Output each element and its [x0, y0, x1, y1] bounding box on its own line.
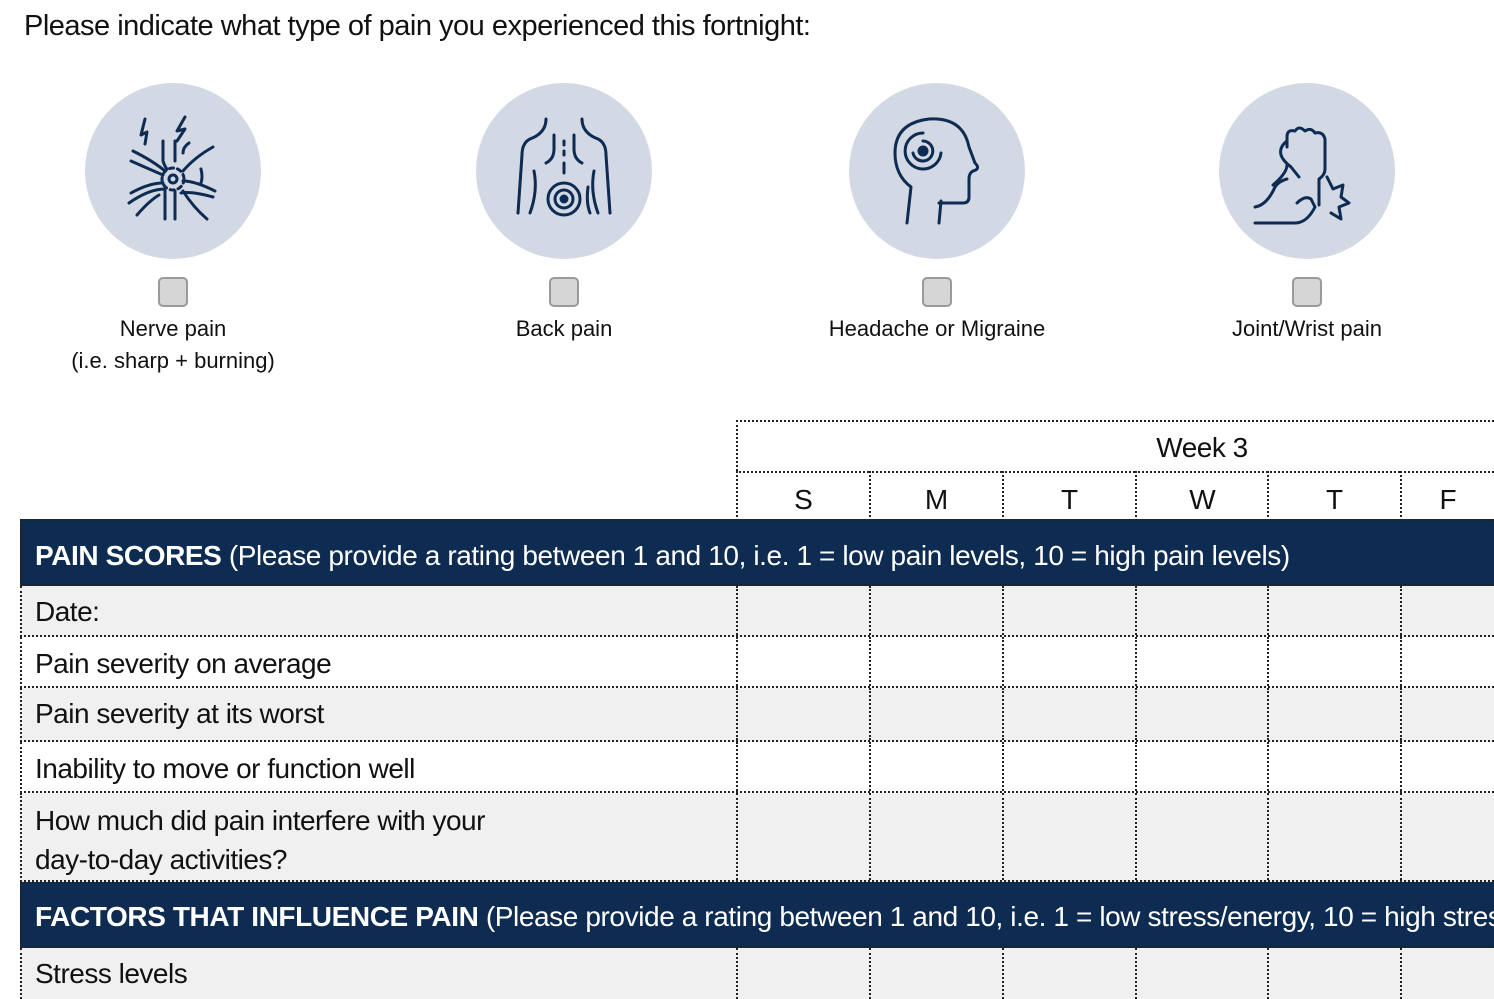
- average-cell-f[interactable]: [1400, 637, 1494, 686]
- date-cell-f[interactable]: [1400, 586, 1494, 635]
- pain-type-joint: Joint/Wrist pain: [1157, 83, 1457, 345]
- worst-cell-m[interactable]: [869, 688, 1002, 740]
- table-row-interfere: How much did pain interfere with your da…: [20, 793, 1494, 882]
- inability-cell-s[interactable]: [736, 742, 869, 791]
- worst-cell-w[interactable]: [1135, 688, 1268, 740]
- day-header-monday: M: [869, 471, 1002, 521]
- pain-type-back: Back pain: [414, 83, 714, 345]
- average-cell-s[interactable]: [736, 637, 869, 686]
- table-row-worst: Pain severity at its worst: [20, 688, 1494, 742]
- interfere-cell-s[interactable]: [736, 793, 869, 880]
- interfere-cell-t[interactable]: [1002, 793, 1135, 880]
- wrist-icon: [1219, 83, 1395, 259]
- nerve-icon: [85, 83, 261, 259]
- average-cell-w[interactable]: [1135, 637, 1268, 686]
- headache-checkbox[interactable]: [922, 277, 952, 307]
- date-cell-th[interactable]: [1267, 586, 1400, 635]
- table-row-inability: Inability to move or function well: [20, 742, 1494, 793]
- joint-pain-checkbox[interactable]: [1292, 277, 1322, 307]
- nerve-pain-label: Nerve pain: [119, 316, 227, 341]
- row-label: Inability to move or function well: [35, 753, 415, 784]
- back-icon: [476, 83, 652, 259]
- date-cell-w[interactable]: [1135, 586, 1268, 635]
- row-label: Date:: [35, 596, 100, 627]
- question-heading: Please indicate what type of pain you ex…: [24, 10, 811, 42]
- row-label-line1: How much did pain interfere with your: [35, 805, 485, 836]
- inability-cell-m[interactable]: [869, 742, 1002, 791]
- day-header-sunday: S: [736, 471, 869, 521]
- row-label: Pain severity on average: [35, 648, 332, 679]
- date-cell-t[interactable]: [1002, 586, 1135, 635]
- week-header: Week 3: [736, 420, 1494, 471]
- inability-cell-th[interactable]: [1267, 742, 1400, 791]
- day-header-wednesday: W: [1135, 471, 1268, 521]
- back-pain-label: Back pain: [515, 316, 613, 341]
- headache-label: Headache or Migraine: [828, 316, 1046, 341]
- inability-cell-f[interactable]: [1400, 742, 1494, 791]
- worst-cell-t[interactable]: [1002, 688, 1135, 740]
- week-label: Week 3: [1156, 432, 1248, 463]
- factors-banner: FACTORS THAT INFLUENCE PAIN (Please prov…: [20, 882, 1494, 948]
- pain-scores-title: PAIN SCORES: [35, 540, 222, 571]
- date-cell-s[interactable]: [736, 586, 869, 635]
- day-header-friday: F: [1400, 471, 1494, 521]
- nerve-pain-sublabel: (i.e. sharp + burning): [71, 348, 275, 373]
- pain-type-nerve: Nerve pain (i.e. sharp + burning): [23, 83, 323, 377]
- average-cell-t[interactable]: [1002, 637, 1135, 686]
- pain-scores-banner: PAIN SCORES (Please provide a rating bet…: [20, 519, 1494, 586]
- table-row-average: Pain severity on average: [20, 637, 1494, 688]
- interfere-cell-m[interactable]: [869, 793, 1002, 880]
- worst-cell-s[interactable]: [736, 688, 869, 740]
- head-icon: [849, 83, 1025, 259]
- worst-cell-f[interactable]: [1400, 688, 1494, 740]
- row-label-line2: day-to-day activities?: [35, 844, 288, 875]
- back-pain-checkbox[interactable]: [549, 277, 579, 307]
- interfere-cell-w[interactable]: [1135, 793, 1268, 880]
- joint-pain-label: Joint/Wrist pain: [1232, 316, 1382, 341]
- factors-title: FACTORS THAT INFLUENCE PAIN: [35, 901, 479, 932]
- average-cell-th[interactable]: [1267, 637, 1400, 686]
- factors-subtitle: (Please provide a rating between 1 and 1…: [485, 901, 1494, 932]
- interfere-cell-f[interactable]: [1400, 793, 1494, 880]
- pain-type-headache: Headache or Migraine: [787, 83, 1087, 345]
- pain-scores-subtitle: (Please provide a rating between 1 and 1…: [221, 540, 1290, 571]
- day-header-thursday: T: [1267, 471, 1400, 521]
- average-cell-m[interactable]: [869, 637, 1002, 686]
- inability-cell-w[interactable]: [1135, 742, 1268, 791]
- row-label: Pain severity at its worst: [35, 698, 324, 729]
- interfere-cell-th[interactable]: [1267, 793, 1400, 880]
- day-header-tuesday: T: [1002, 471, 1135, 521]
- nerve-pain-checkbox[interactable]: [158, 277, 188, 307]
- inability-cell-t[interactable]: [1002, 742, 1135, 791]
- worst-cell-th[interactable]: [1267, 688, 1400, 740]
- date-cell-m[interactable]: [869, 586, 1002, 635]
- table-row-date: Date:: [20, 586, 1494, 637]
